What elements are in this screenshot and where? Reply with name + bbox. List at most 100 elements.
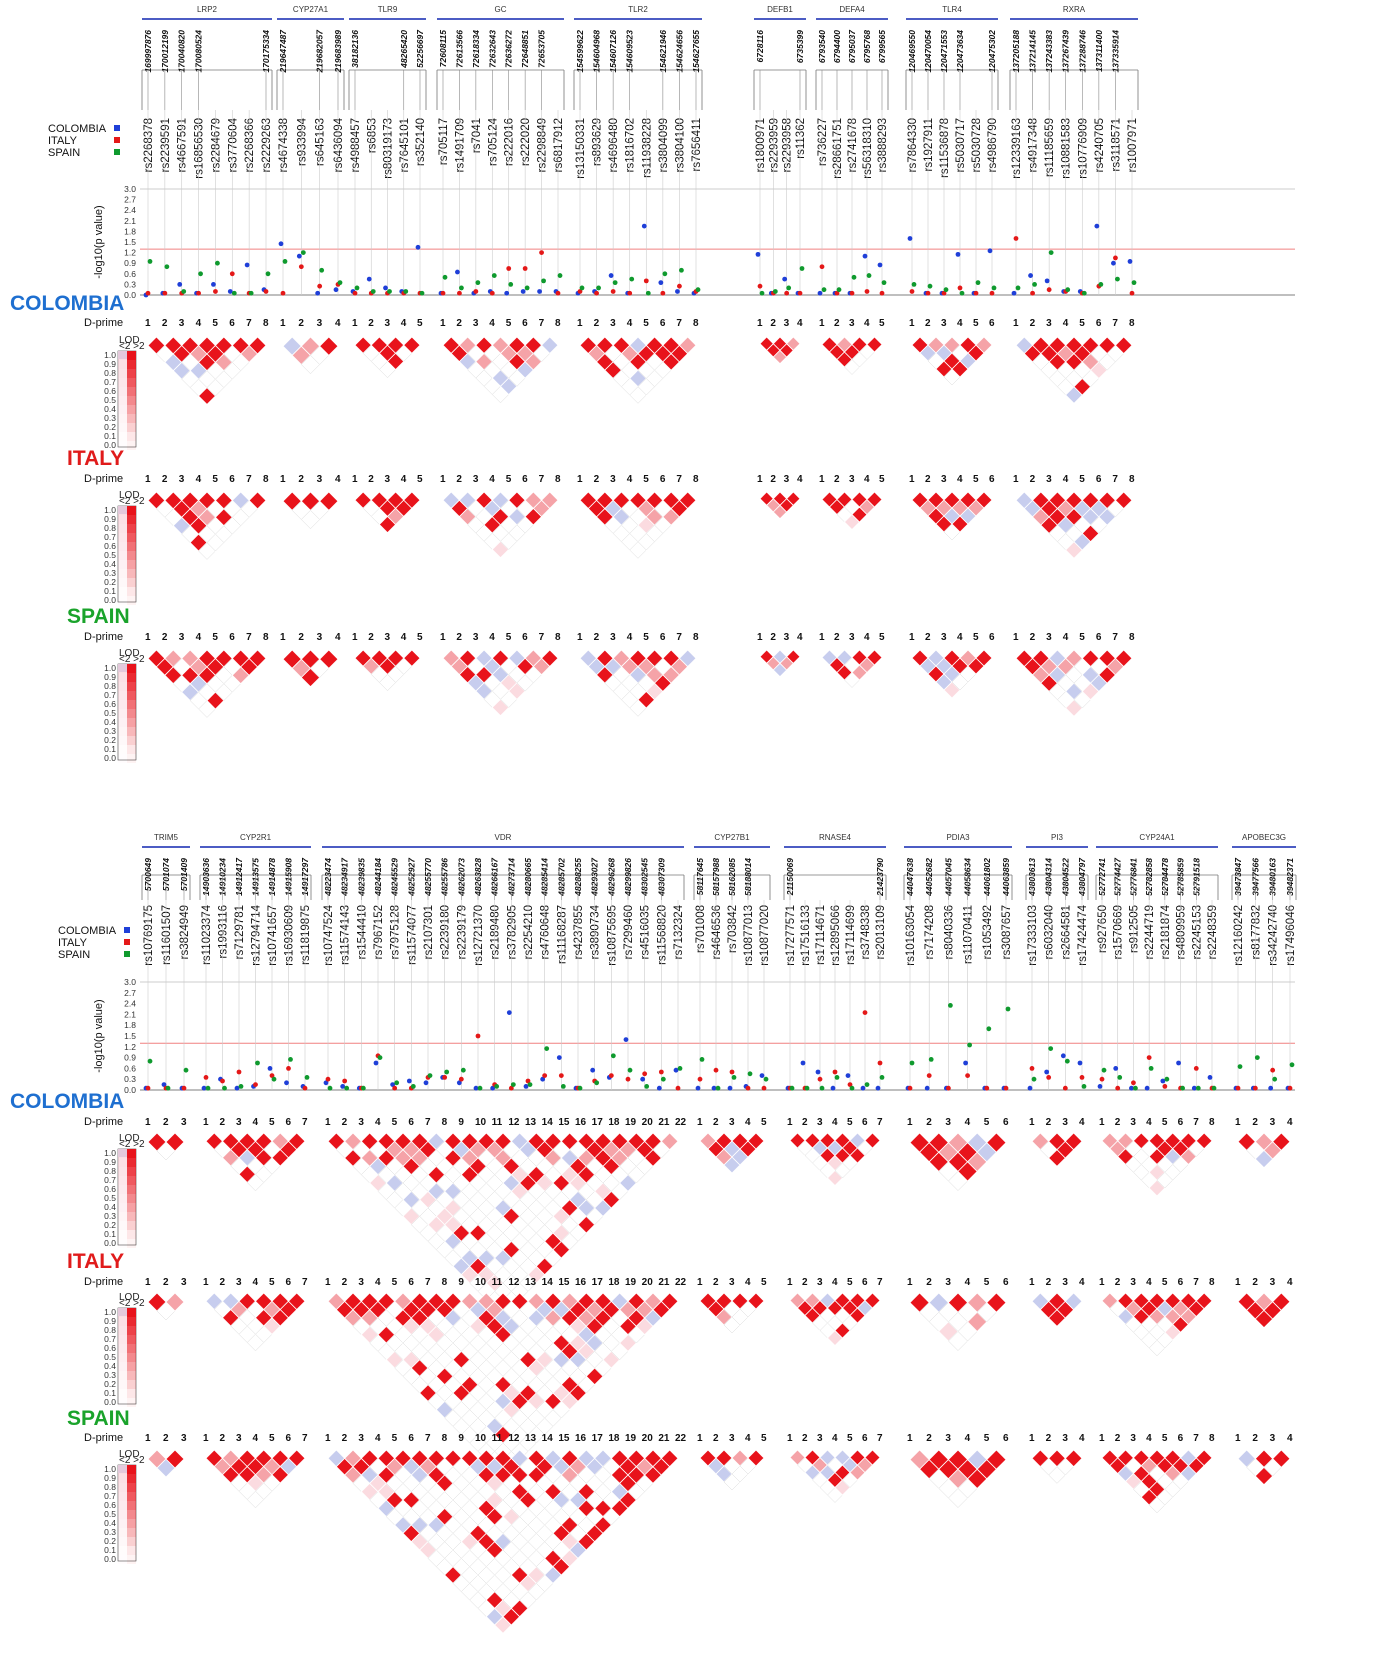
dprime-index: 1 — [1235, 1277, 1241, 1288]
lod-scale-cell-low — [118, 587, 127, 596]
dprime-index: 2 — [162, 318, 168, 329]
data-point-colombia — [323, 1080, 329, 1086]
data-point-colombia — [1191, 1085, 1197, 1091]
snp-rs-label: rs11574077 — [406, 905, 418, 965]
data-point-spain — [541, 278, 546, 284]
snp-rs-label: rs12339163 — [1011, 118, 1023, 179]
data-point-colombia — [540, 1076, 546, 1082]
lod-scale-cell — [127, 1389, 136, 1398]
lod-scale-cell-low — [118, 423, 127, 432]
lod-scale-cell-low — [118, 1230, 127, 1239]
data-point-spain — [508, 282, 514, 287]
dprime-index: 6 — [1003, 1277, 1009, 1288]
dprime-index: 4 — [253, 1433, 259, 1444]
dprime-index: 3 — [941, 474, 947, 485]
data-point-colombia — [1207, 1075, 1213, 1080]
data-point-spain — [1098, 282, 1104, 287]
dprime-index: 3 — [1130, 1277, 1136, 1288]
data-point-spain — [596, 285, 601, 291]
snp-rs-label: rs12794714 — [251, 904, 263, 965]
data-point-spain — [377, 1055, 383, 1060]
dprime-index: 15 — [558, 1433, 570, 1444]
lod-tick-label: 0.1 — [104, 1229, 116, 1239]
ld-cell — [319, 491, 339, 511]
lod-tick-label: 0.6 — [104, 699, 116, 709]
dprime-index: 4 — [864, 474, 870, 485]
snp-rs-label: rs4988457 — [350, 118, 362, 172]
data-point-spain — [1180, 1085, 1185, 1091]
dprime-index: 5 — [847, 1277, 853, 1288]
lod-scale-cell — [127, 1344, 136, 1353]
dprime-index: 8 — [1209, 1117, 1215, 1128]
lod-scale-cell — [127, 1230, 136, 1239]
dprime-index: 7 — [1112, 474, 1118, 485]
legend-label-italy: ITALY — [48, 135, 78, 147]
dprime-index: 6 — [989, 474, 995, 485]
lod-scale-cell — [127, 1167, 136, 1176]
dprime-index: 2 — [1030, 318, 1036, 329]
lod-scale-cell-low — [118, 405, 127, 414]
data-point-italy — [489, 290, 495, 296]
dprime-index: 5 — [847, 1433, 853, 1444]
data-point-spain — [986, 1026, 992, 1032]
dprime-index: 2 — [594, 474, 600, 485]
y-tick-label: 3.0 — [124, 977, 136, 987]
dprime-index: 3 — [317, 632, 323, 643]
data-point-colombia — [490, 1085, 496, 1091]
snp-position-label: 5701409 — [179, 858, 189, 891]
dprime-index: 6 — [1178, 1433, 1184, 1444]
dprime-index: 6 — [862, 1117, 868, 1128]
dprime-index: 6 — [660, 318, 666, 329]
dprime-index: 3 — [817, 1117, 823, 1128]
dprime-index: 3 — [236, 1277, 242, 1288]
snp-rs-label: rs4760648 — [540, 905, 552, 959]
y-tick-label: 0.0 — [124, 1085, 136, 1095]
snp-rs-label: rs2664581 — [1060, 905, 1072, 959]
snp-rs-label: rs4667591 — [177, 118, 189, 172]
data-point-spain — [494, 1084, 500, 1089]
snp-position-label: 120471553 — [939, 30, 949, 73]
snp-rs-label: rs645163 — [315, 118, 327, 166]
ld-cell — [541, 336, 559, 354]
snp-position-label: 72608115 — [438, 30, 448, 67]
ld-heatmap-italy: 1 2 3 4 5 6 — [907, 1277, 1009, 1352]
ld-cell — [986, 1449, 1007, 1470]
data-point-colombia — [875, 1085, 881, 1091]
data-point-italy — [1113, 255, 1118, 261]
snp-position-label: 5700649 — [143, 858, 153, 891]
dprime-index: 1 — [352, 318, 358, 329]
snp-position-label: 170080524 — [194, 30, 204, 73]
data-point-spain — [477, 1085, 483, 1091]
lod-scale-cell-low — [118, 700, 127, 709]
data-point-spain — [222, 1085, 227, 1091]
snp-position-label: 6794400 — [832, 30, 842, 63]
legend-label-spain: SPAIN — [48, 147, 80, 159]
lod-scale-cell-low — [118, 1176, 127, 1185]
ld-cell — [248, 336, 267, 355]
data-point-spain — [510, 1082, 516, 1087]
dprime-index: 10 — [475, 1433, 487, 1444]
data-point-spain — [410, 1084, 416, 1089]
data-point-spain — [265, 271, 271, 277]
data-point-italy — [506, 266, 512, 271]
data-point-colombia — [201, 1085, 207, 1091]
gene-group-defa4: DEFA4 6793540 6794400 6795037 6795768 6799565… — [815, 5, 889, 689]
data-point-italy — [1270, 1067, 1276, 1073]
ld-cell — [1114, 491, 1133, 510]
lod-tick-label: 0.4 — [104, 1202, 116, 1212]
data-point-italy — [1193, 1066, 1199, 1071]
lod-tick-label: 0.6 — [104, 386, 116, 396]
dprime-index: 13 — [525, 1117, 537, 1128]
snp-rs-label: rs7041 — [471, 118, 483, 153]
dprime-index: 12 — [508, 1433, 520, 1444]
data-point-italy — [162, 290, 168, 296]
ld-cell — [1064, 1132, 1083, 1151]
panel-2: COLOMBIAITALYSPAIN3.02.72.42.11.81.51.20… — [10, 833, 1297, 1634]
lod-tick-label: 1.0 — [104, 1307, 116, 1317]
dprime-index: 1 — [787, 1277, 793, 1288]
snp-position-label: 219647487 — [278, 29, 288, 74]
lod-scale-cell — [127, 432, 136, 441]
lod-sublabel: <2 >2 — [119, 1455, 145, 1466]
